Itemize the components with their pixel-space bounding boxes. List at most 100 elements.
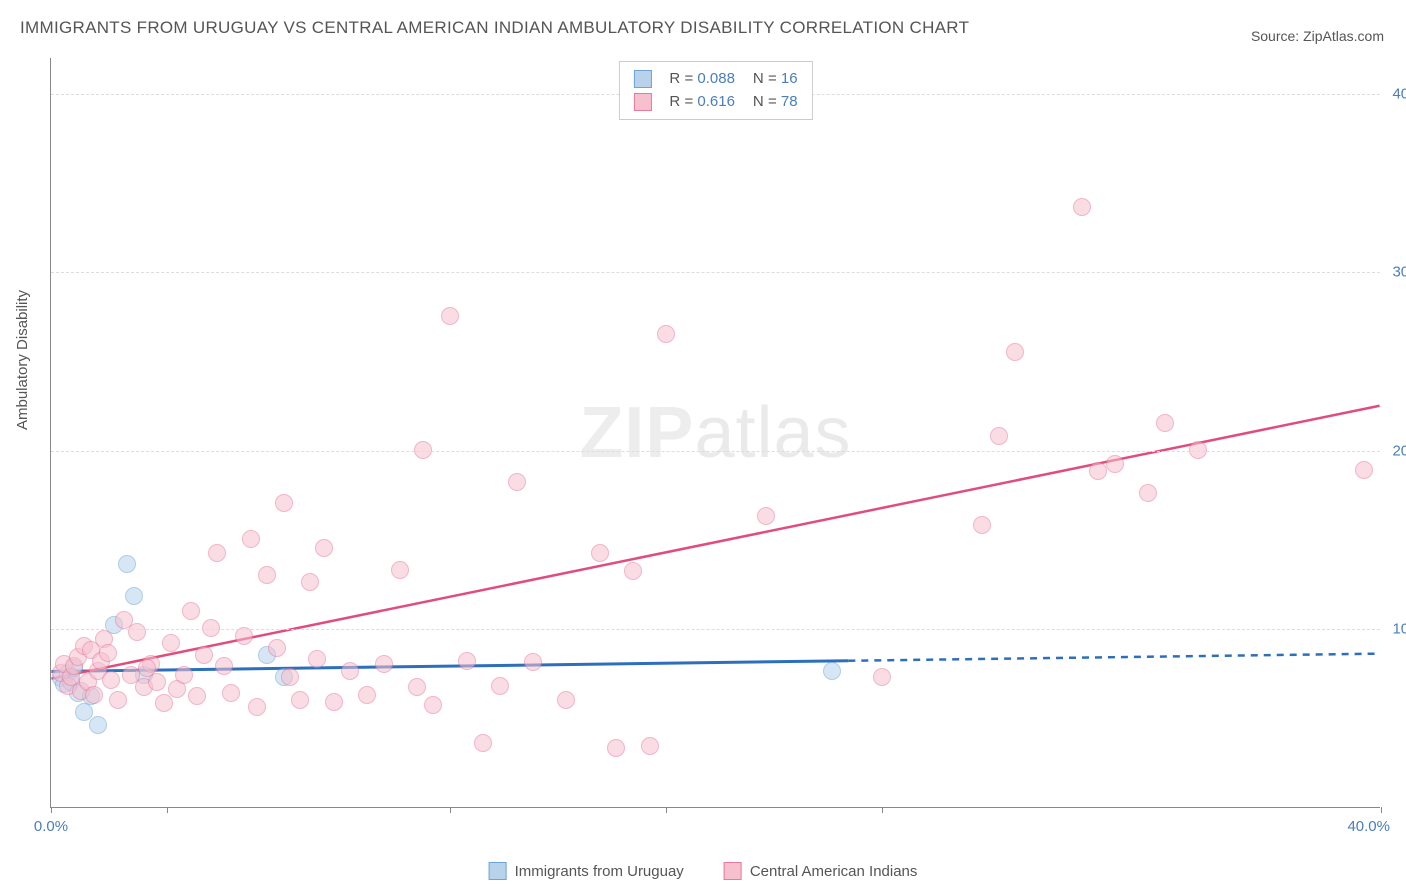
source-value: ZipAtlas.com (1303, 28, 1384, 44)
data-point-cai (458, 652, 476, 670)
data-point-cai (85, 686, 103, 704)
source-attribution: Source: ZipAtlas.com (1251, 28, 1384, 44)
data-point-cai (128, 623, 146, 641)
data-point-cai (291, 691, 309, 709)
data-point-cai (375, 655, 393, 673)
data-point-cai (557, 691, 575, 709)
data-point-cai (308, 650, 326, 668)
n-value-uruguay: 16 (781, 70, 798, 87)
legend-item-uruguay: Immigrants from Uruguay (489, 862, 684, 880)
data-point-cai (1139, 484, 1157, 502)
data-point-cai (99, 644, 117, 662)
legend-row-cai: R = 0.616 N = 78 (633, 91, 797, 114)
trendline-uruguay (51, 661, 848, 672)
x-tick-label-left: 0.0% (34, 818, 68, 835)
data-point-cai (441, 307, 459, 325)
data-point-cai (258, 566, 276, 584)
data-point-cai (1355, 461, 1373, 479)
x-tick-mark (882, 807, 883, 813)
n-label: N (753, 70, 764, 87)
data-point-cai (162, 634, 180, 652)
data-point-cai (275, 494, 293, 512)
watermark-zip: ZIP (579, 393, 694, 473)
trendline-uruguay-dashed (848, 654, 1379, 661)
data-point-uruguay (89, 716, 107, 734)
y-tick-label: 20.0% (1392, 442, 1406, 459)
data-point-cai (508, 473, 526, 491)
data-point-cai (102, 671, 120, 689)
data-point-cai (268, 639, 286, 657)
data-point-uruguay (118, 555, 136, 573)
n-value-cai: 78 (781, 93, 798, 110)
gridline (51, 629, 1380, 630)
y-tick-label: 10.0% (1392, 621, 1406, 638)
legend-swatch-cai (633, 93, 651, 111)
watermark-atlas: atlas (694, 393, 851, 473)
data-point-cai (188, 687, 206, 705)
y-tick-label: 30.0% (1392, 264, 1406, 281)
x-tick-mark (1381, 807, 1382, 813)
x-tick-mark (167, 807, 168, 813)
data-point-cai (474, 734, 492, 752)
data-point-cai (491, 677, 509, 695)
data-point-cai (138, 659, 156, 677)
data-point-cai (624, 562, 642, 580)
r-label: R (669, 70, 680, 87)
legend-label-cai: Central American Indians (750, 863, 918, 880)
data-point-cai (990, 427, 1008, 445)
data-point-cai (1089, 462, 1107, 480)
watermark: ZIPatlas (579, 392, 851, 474)
data-point-cai (1006, 343, 1024, 361)
legend-swatch-uruguay-icon (489, 862, 507, 880)
data-point-cai (757, 507, 775, 525)
data-point-cai (325, 693, 343, 711)
legend-correlation: R = 0.088 N = 16 R = 0.616 N = 78 (618, 61, 812, 120)
data-point-cai (175, 666, 193, 684)
data-point-cai (315, 539, 333, 557)
data-point-cai (424, 696, 442, 714)
data-point-cai (524, 653, 542, 671)
plot-area: ZIPatlas R = 0.088 N = 16 R = 0.616 N = … (50, 58, 1380, 808)
x-tick-mark (450, 807, 451, 813)
x-tick-mark (666, 807, 667, 813)
data-point-cai (155, 694, 173, 712)
gridline (51, 451, 1380, 452)
data-point-cai (591, 544, 609, 562)
legend-swatch-cai-icon (724, 862, 742, 880)
data-point-cai (873, 668, 891, 686)
data-point-uruguay (823, 662, 841, 680)
legend-row-uruguay: R = 0.088 N = 16 (633, 68, 797, 91)
y-axis-title: Ambulatory Disability (14, 290, 31, 430)
legend-label-uruguay: Immigrants from Uruguay (515, 863, 684, 880)
data-point-cai (358, 686, 376, 704)
data-point-cai (208, 544, 226, 562)
data-point-cai (182, 602, 200, 620)
data-point-cai (391, 561, 409, 579)
data-point-cai (641, 737, 659, 755)
gridline (51, 272, 1380, 273)
data-point-cai (215, 657, 233, 675)
data-point-cai (242, 530, 260, 548)
legend-swatch-uruguay (633, 70, 651, 88)
x-tick-label-right: 40.0% (1347, 818, 1390, 835)
data-point-cai (408, 678, 426, 696)
data-point-cai (1106, 455, 1124, 473)
data-point-cai (341, 662, 359, 680)
legend-series: Immigrants from Uruguay Central American… (489, 862, 918, 880)
data-point-uruguay (125, 587, 143, 605)
r-value-uruguay: 0.088 (697, 70, 735, 87)
data-point-cai (973, 516, 991, 534)
data-point-cai (1156, 414, 1174, 432)
data-point-cai (1073, 198, 1091, 216)
source-label: Source: (1251, 28, 1299, 44)
data-point-cai (248, 698, 266, 716)
legend-item-cai: Central American Indians (724, 862, 918, 880)
data-point-cai (281, 668, 299, 686)
x-tick-mark (51, 807, 52, 813)
chart-title: IMMIGRANTS FROM URUGUAY VS CENTRAL AMERI… (20, 18, 969, 38)
data-point-cai (109, 691, 127, 709)
data-point-cai (222, 684, 240, 702)
data-point-cai (301, 573, 319, 591)
data-point-cai (657, 325, 675, 343)
data-point-cai (195, 646, 213, 664)
